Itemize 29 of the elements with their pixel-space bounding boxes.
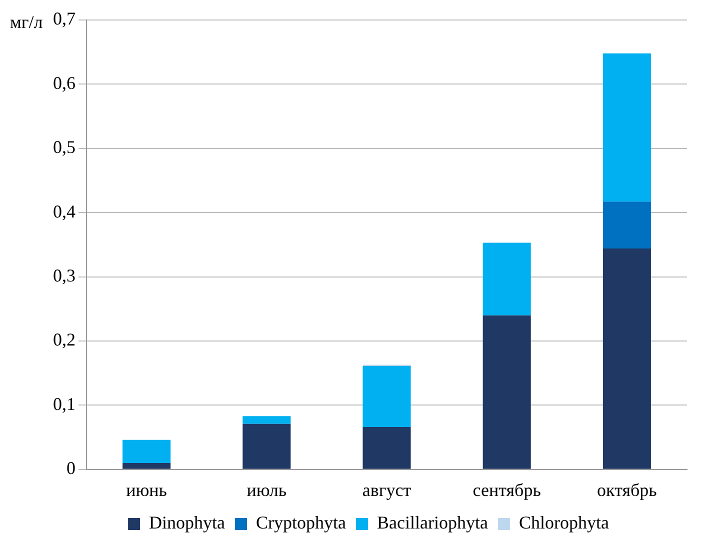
x-tick-label: октябрь (597, 480, 657, 500)
y-tick-label: 0,7 (53, 8, 76, 29)
legend-label: Dinophyta (149, 512, 226, 533)
y-tick-label: 0,4 (53, 201, 76, 222)
bar (482, 242, 531, 316)
bar (602, 202, 651, 249)
x-tick-label: сентябрь (472, 480, 541, 500)
bar (242, 416, 291, 424)
legend-label: Cryptophyta (256, 512, 346, 533)
bar (122, 462, 171, 469)
x-tick-label: август (362, 480, 412, 500)
x-tick-label: июль (246, 480, 287, 500)
y-tick-label: 0,1 (53, 394, 76, 414)
legend-label: Bacillariophyta (377, 512, 488, 533)
bar (602, 248, 651, 469)
y-tick-label: 0,3 (53, 266, 76, 286)
x-tick-label: июнь (126, 480, 168, 500)
y-tick-label: 0 (66, 458, 76, 478)
bar (482, 315, 531, 469)
bar (122, 440, 171, 463)
y-tick-label: 0,2 (53, 330, 76, 350)
y-tick-label: 0,5 (53, 137, 76, 158)
bar (362, 366, 411, 428)
bar (602, 53, 651, 202)
y-axis-title: мг/л (10, 12, 43, 33)
legend-label: Chlorophyta (518, 512, 609, 533)
bar (362, 427, 411, 469)
bar (242, 424, 291, 469)
y-tick-label: 0,6 (53, 72, 76, 93)
